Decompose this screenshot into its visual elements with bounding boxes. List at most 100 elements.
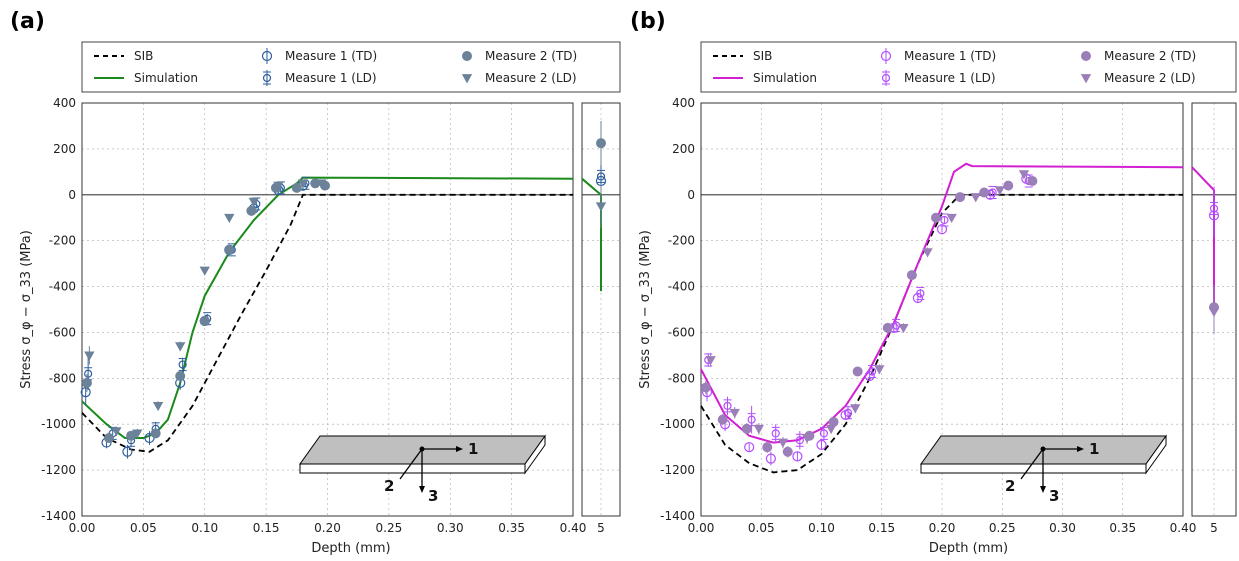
y-tick-label: -800 (49, 371, 76, 385)
data-point (753, 424, 765, 435)
data-point (843, 408, 853, 417)
legend-item: SIB (713, 49, 772, 63)
data-point (777, 438, 789, 448)
axis-label-3: 3 (428, 487, 438, 505)
legend-item: Simulation (713, 71, 817, 85)
data-point (175, 342, 186, 352)
data-point (729, 408, 740, 419)
data-point (940, 215, 949, 225)
arrowhead-3 (419, 486, 425, 493)
data-point (850, 404, 861, 414)
axis-label-3: 3 (1049, 487, 1059, 505)
y-tick-label: -1000 (41, 417, 76, 431)
y-tick-label: -1400 (41, 509, 76, 523)
data-point (747, 415, 756, 424)
axis-arrow-2 (399, 448, 423, 480)
series-sib (81, 193, 573, 453)
legend-item: Measure 2 (TD) (1081, 49, 1196, 63)
y-tick-label: 0 (687, 188, 695, 202)
data-point (1018, 170, 1030, 180)
y-axis-title: Stress σ_φ − σ_33 (MPa) (638, 230, 653, 389)
data-point (1208, 307, 1220, 318)
legend-label: Measure 1 (TD) (904, 49, 996, 63)
legend-item: Measure 1 (TD) (880, 48, 996, 64)
legend-label: Measure 1 (TD) (285, 49, 377, 63)
data-point (224, 244, 235, 255)
data-point (84, 369, 93, 378)
axis-label-2: 2 (384, 477, 394, 495)
x-tick-label: 0.10 (191, 521, 218, 535)
legend-box (700, 41, 1237, 93)
data-point (700, 382, 711, 393)
legend-item: Measure 2 (LD) (1080, 71, 1196, 85)
y-tick-label: -200 (49, 234, 76, 248)
data-point (199, 315, 210, 326)
series-measure-2-td- (700, 176, 1219, 458)
y-tick-label: -1400 (660, 509, 695, 523)
data-point (596, 172, 606, 181)
axis-label-1: 1 (1089, 440, 1099, 458)
x-tick-label: 0.30 (437, 521, 464, 535)
data-point (946, 213, 957, 224)
specimen-plate-front (920, 463, 1147, 474)
legend-item: Measure 2 (LD) (461, 71, 577, 85)
data-point (1027, 176, 1038, 187)
y-tick-label: -800 (668, 371, 695, 385)
series-line-break (1191, 166, 1215, 312)
data-point (104, 432, 115, 443)
series-measure-1-ld- (704, 174, 1219, 450)
x-tick-label: 0.25 (376, 521, 403, 535)
x-tick-label: 0.35 (498, 521, 525, 535)
data-point (316, 179, 327, 189)
legend-marker (1081, 51, 1091, 61)
x-tick-label-break: 5 (597, 521, 605, 535)
y-tick-label: -1200 (660, 463, 695, 477)
legend-marker (1080, 74, 1092, 84)
x-tick-label-break: 5 (1210, 521, 1218, 535)
specimen-plate-side (1145, 434, 1167, 475)
data-point (906, 270, 917, 281)
series-measure-1-td- (701, 173, 1220, 466)
legend-item: Measure 1 (TD) (261, 48, 377, 64)
y-tick-label: 200 (672, 142, 695, 156)
data-point (930, 212, 941, 223)
y-tick-label: -600 (49, 325, 76, 339)
x-tick-label: 0.05 (748, 521, 775, 535)
data-point (744, 442, 755, 453)
data-point (291, 182, 302, 193)
data-point (150, 428, 161, 439)
y-tick-label: 400 (672, 96, 695, 110)
data-point (816, 439, 827, 450)
data-point (795, 436, 804, 445)
data-point (273, 181, 284, 191)
data-point (782, 446, 793, 457)
specimen-plate-front (299, 463, 526, 474)
legend-label: Simulation (134, 71, 198, 85)
legend-label: SIB (134, 49, 153, 63)
data-point (199, 266, 210, 276)
legend-item: Simulation (94, 71, 198, 85)
data-point (825, 424, 837, 435)
chart-panel-a: (a) SIB Simulation Measure 1 (TD) Measure 1 … (10, 9, 621, 556)
specimen-callout: 1 2 3 (299, 434, 546, 505)
x-tick-label: 0.00 (688, 521, 715, 535)
x-axis-title: Depth (mm) (311, 541, 390, 556)
legend-label: Simulation (753, 71, 817, 85)
data-point (175, 371, 186, 382)
x-tick-label: 0.40 (1170, 521, 1197, 535)
x-axis-title: Depth (mm) (929, 541, 1008, 556)
x-tick-label: 0.35 (1109, 521, 1136, 535)
series-line (700, 193, 1183, 474)
data-point (882, 322, 893, 333)
data-point (705, 356, 716, 366)
axis-arrow-2 (1020, 448, 1044, 480)
data-point (868, 367, 877, 376)
x-tick-label: 0.40 (560, 521, 587, 535)
plot-frame (81, 102, 574, 517)
data-point (1003, 180, 1014, 191)
y-tick-label: -600 (668, 325, 695, 339)
x-tick-label: 0.10 (808, 521, 835, 535)
data-point (936, 224, 948, 235)
arrowhead-1 (456, 446, 463, 452)
